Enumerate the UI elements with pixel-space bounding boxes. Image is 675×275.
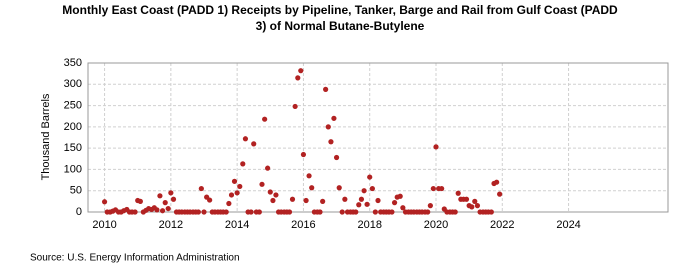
point [265, 165, 271, 171]
point [494, 179, 500, 185]
point [433, 144, 439, 150]
point [157, 193, 163, 199]
point [223, 209, 229, 215]
point [207, 197, 213, 203]
point [427, 203, 433, 209]
point [339, 209, 345, 215]
point [364, 201, 370, 207]
point [228, 192, 235, 198]
point [455, 190, 461, 196]
point [317, 209, 323, 215]
point [356, 202, 362, 208]
point [331, 115, 337, 121]
point [389, 209, 395, 215]
point [472, 198, 478, 204]
point [132, 209, 138, 215]
y-tick-label: 350 [64, 57, 82, 69]
point [391, 200, 398, 206]
point [367, 174, 373, 180]
point [231, 178, 238, 184]
point [162, 200, 168, 206]
point [198, 185, 204, 192]
point [303, 197, 309, 204]
point [397, 193, 403, 199]
point [240, 161, 246, 167]
point [256, 209, 262, 215]
point [101, 199, 108, 205]
x-tick-label: 2024 [556, 219, 580, 231]
point [242, 136, 249, 142]
point [336, 185, 342, 191]
point [137, 198, 143, 204]
x-tick-label: 2016 [291, 219, 315, 231]
point [309, 185, 315, 191]
point [369, 185, 375, 192]
point [170, 196, 177, 202]
y-tick-label: 200 [64, 121, 82, 133]
x-tick-label: 2020 [424, 219, 448, 231]
point [323, 86, 329, 92]
point [452, 209, 458, 215]
point [270, 197, 276, 204]
y-tick-label: 0 [76, 206, 82, 218]
point [226, 200, 232, 207]
y-tick-label: 300 [64, 78, 82, 90]
point [201, 209, 207, 215]
point [474, 203, 481, 209]
point [262, 116, 268, 122]
point [159, 208, 166, 214]
point [168, 190, 174, 196]
y-axis-label: Thousand Barrels [40, 93, 52, 180]
point [306, 173, 312, 179]
point [234, 190, 240, 196]
source: Source: U.S. Energy Information Administ… [30, 253, 240, 264]
point [328, 139, 334, 145]
point [251, 141, 257, 147]
point [361, 188, 367, 194]
point [342, 196, 348, 202]
point [267, 189, 273, 195]
point [488, 209, 494, 215]
x-tick-label: 2018 [357, 219, 381, 231]
point [469, 204, 475, 210]
point [400, 205, 406, 211]
point [298, 68, 304, 74]
point [237, 183, 243, 190]
point [292, 103, 298, 110]
point [333, 154, 340, 161]
point [286, 209, 293, 215]
point [295, 75, 301, 81]
point [300, 151, 307, 158]
point [195, 209, 201, 215]
plot-frame [87, 62, 669, 213]
point [372, 209, 378, 215]
point [165, 205, 171, 212]
point [425, 209, 431, 215]
point [463, 196, 470, 202]
point [430, 185, 436, 192]
chart-title: Monthly East Coast (PADD 1) Receipts by … [62, 3, 618, 33]
x-tick-label: 2014 [225, 219, 249, 231]
x-tick-label: 2010 [92, 219, 116, 231]
point [320, 198, 326, 204]
point [273, 192, 279, 198]
y-tick-label: 150 [64, 142, 82, 154]
point [358, 196, 365, 202]
point [154, 207, 160, 213]
point [497, 191, 503, 197]
point [375, 197, 381, 204]
y-tick-label: 50 [70, 185, 82, 197]
point [353, 209, 359, 215]
y-tick-label: 100 [64, 163, 82, 175]
point [439, 185, 445, 192]
point [325, 124, 331, 130]
point [248, 209, 254, 215]
x-tick-label: 2012 [159, 219, 183, 231]
y-tick-label: 250 [64, 99, 82, 111]
point [259, 181, 265, 187]
point [289, 196, 296, 202]
x-tick-label: 2022 [490, 219, 514, 231]
